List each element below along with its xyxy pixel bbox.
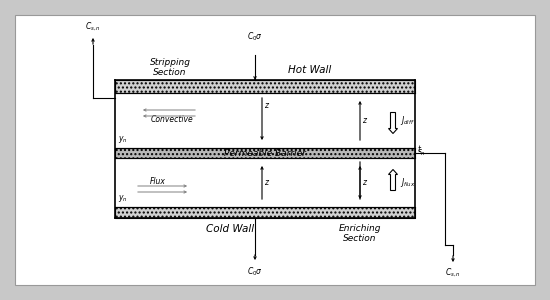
Bar	[115, 80, 415, 93]
Text: $z$: $z$	[264, 101, 270, 110]
Text: $C_0\sigma$: $C_0\sigma$	[247, 265, 263, 278]
Text: $C_0\sigma$: $C_0\sigma$	[247, 31, 263, 43]
Text: $J_{diff}$: $J_{diff}$	[400, 114, 415, 127]
Text: $J_{flux}$: $J_{flux}$	[400, 176, 415, 189]
Text: $y_n$: $y_n$	[118, 134, 128, 145]
Bar	[115, 207, 415, 218]
Text: $z$: $z$	[362, 116, 368, 125]
Text: Enriching
Section: Enriching Section	[339, 224, 381, 243]
Text: Convective: Convective	[151, 115, 194, 124]
Text: Stripping
Section: Stripping Section	[150, 58, 190, 77]
Text: $z$: $z$	[362, 178, 368, 187]
FancyArrow shape	[388, 112, 398, 134]
Bar	[115, 148, 415, 158]
Text: $t$: $t$	[417, 142, 422, 154]
Text: Cold Wall: Cold Wall	[206, 224, 254, 234]
Text: Flux: Flux	[150, 178, 166, 187]
Text: Hot Wall: Hot Wall	[288, 65, 332, 75]
Text: $y_n$: $y_n$	[118, 193, 128, 204]
Bar	[115, 93, 415, 148]
Text: $C_{s,n}$: $C_{s,n}$	[85, 21, 101, 33]
Text: $s_n$: $s_n$	[417, 148, 426, 158]
Bar	[115, 158, 415, 207]
FancyArrow shape	[388, 169, 398, 190]
Text: $z$: $z$	[264, 178, 270, 187]
Text: Permeable Barrier: Permeable Barrier	[224, 148, 306, 158]
Text: $C_{s,n}$: $C_{s,n}$	[445, 267, 461, 279]
